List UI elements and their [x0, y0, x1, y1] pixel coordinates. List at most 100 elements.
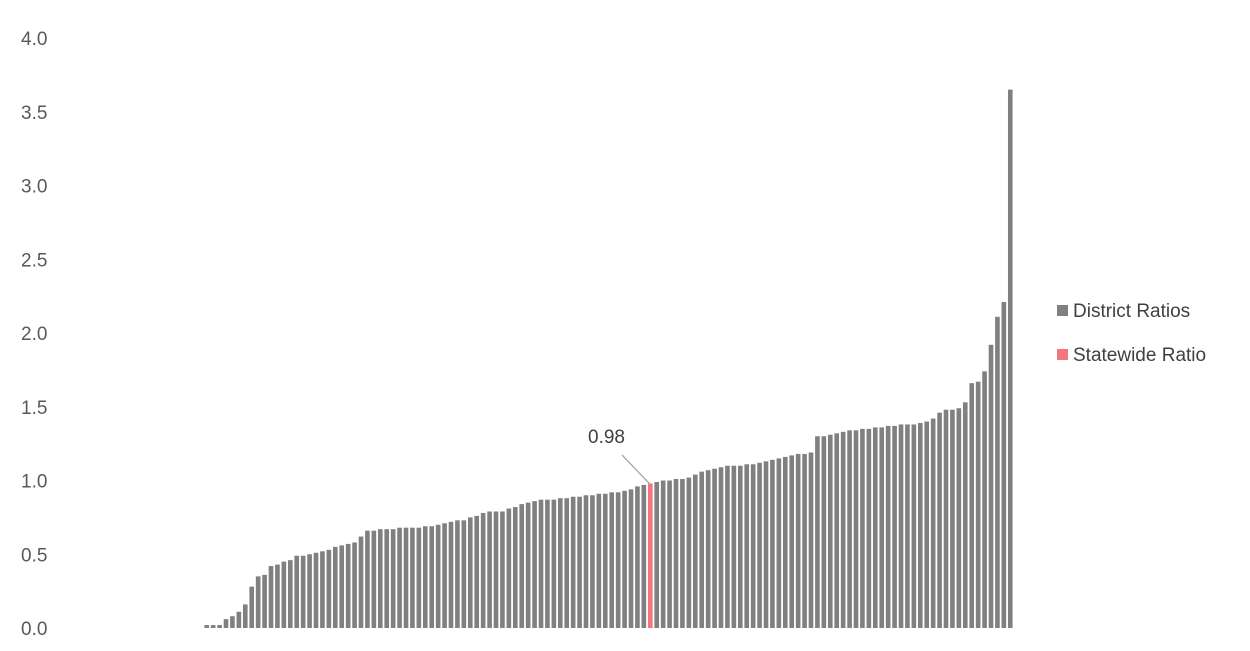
district-ratio-bar	[275, 564, 280, 628]
district-ratio-bar	[673, 479, 679, 628]
district-ratio-bar	[712, 468, 717, 628]
district-ratio-bar	[950, 409, 955, 628]
district-ratio-bar	[847, 430, 852, 628]
district-ratio-bar	[962, 402, 968, 628]
district-ratio-bar	[795, 453, 801, 628]
y-tick-label: 2.0	[21, 324, 47, 345]
district-ratio-bar	[757, 462, 762, 628]
legend-label-statewide-ratio: Statewide Ratio	[1073, 345, 1206, 366]
district-ratio-bar	[872, 427, 878, 628]
district-ratio-bar	[397, 527, 402, 628]
legend: District Ratios Statewide Ratio	[1057, 301, 1206, 366]
district-ratio-bar	[744, 464, 750, 628]
district-ratio-bar	[512, 507, 518, 628]
district-ratio-bar	[371, 530, 377, 628]
district-ratio-bar	[326, 549, 332, 628]
district-ratio-bar	[577, 496, 582, 628]
district-ratio-bar	[410, 527, 415, 628]
legend-swatch-district-ratios	[1057, 305, 1068, 316]
district-ratio-bar	[268, 566, 274, 628]
district-ratio-bar	[262, 574, 267, 628]
district-ratio-bar	[789, 455, 795, 628]
annotation-group: 0.98	[588, 427, 651, 485]
district-ratio-bar	[879, 427, 885, 628]
district-ratio-bar	[255, 576, 261, 629]
district-ratio-bar	[429, 526, 435, 628]
district-ratio-bar	[487, 511, 492, 628]
district-ratio-bar	[525, 502, 531, 629]
district-ratio-bar	[667, 480, 672, 628]
district-ratio-bar	[358, 536, 364, 628]
district-ratio-bar	[448, 521, 454, 628]
district-ratio-bar	[249, 586, 255, 628]
legend-label-district-ratios: District Ratios	[1073, 301, 1190, 322]
y-tick-label: 3.0	[21, 177, 47, 198]
district-ratio-bar	[590, 495, 595, 628]
district-ratio-bar	[493, 511, 499, 628]
district-ratio-bar	[467, 517, 473, 629]
district-ratio-bar	[699, 471, 705, 628]
district-ratio-bar	[345, 543, 351, 628]
district-ratio-bar	[930, 418, 936, 628]
district-ratio-bar	[853, 430, 859, 628]
district-ratio-bar	[622, 490, 627, 628]
district-ratio-bar	[827, 434, 833, 628]
district-ratio-bar	[506, 508, 512, 628]
y-tick-label: 0.0	[21, 619, 47, 640]
y-tick-label: 0.5	[21, 545, 47, 566]
district-ratio-bar	[705, 470, 711, 628]
district-ratio-bar	[821, 436, 827, 628]
district-ratio-bar	[802, 453, 807, 628]
district-ratio-bar	[480, 512, 486, 628]
district-ratio-bar	[737, 465, 743, 628]
district-ratio-bar	[281, 561, 287, 629]
district-ratio-bar	[917, 422, 923, 628]
district-ratio-bar	[782, 456, 788, 628]
district-ratio-bar	[551, 499, 557, 628]
district-ratio-bar	[442, 523, 447, 628]
y-tick-label: 2.5	[21, 250, 47, 271]
district-ratio-bar	[564, 498, 570, 628]
district-ratio-bar	[763, 461, 769, 628]
district-ratio-bar	[416, 527, 422, 628]
district-ratio-bar	[988, 344, 994, 628]
district-ratio-bar	[615, 492, 621, 628]
district-ratio-bar	[628, 489, 634, 628]
district-ratio-bar	[236, 611, 242, 628]
bars-group	[204, 89, 1013, 629]
district-ratio-bar	[1001, 302, 1007, 628]
district-ratio-bar	[545, 499, 550, 628]
district-ratio-bar	[911, 424, 917, 628]
district-ratio-bar	[390, 529, 396, 628]
district-ratio-bar	[365, 530, 370, 628]
y-tick-label: 1.0	[21, 472, 47, 493]
district-ratio-bar	[223, 619, 229, 628]
district-ratio-bar	[557, 498, 563, 628]
district-ratio-bar	[461, 520, 467, 628]
annotation-leader-line	[621, 454, 651, 485]
district-ratio-bar	[776, 458, 782, 629]
district-ratio-bar	[660, 480, 666, 628]
y-axis: 0.0 0.5 1.0 1.5 2.0 2.5 3.0 3.5 4.0	[21, 29, 47, 640]
district-ratio-bar	[866, 428, 872, 629]
district-ratio-bar	[307, 554, 312, 628]
district-ratio-bar	[860, 428, 865, 629]
district-ratio-bar	[242, 604, 248, 628]
district-ratio-bar	[898, 424, 904, 628]
district-ratio-bar	[1007, 89, 1013, 629]
district-ratio-bar	[455, 520, 460, 628]
district-ratio-bar	[692, 474, 698, 628]
district-ratio-bar	[840, 431, 846, 628]
district-ratio-bar	[332, 546, 338, 629]
district-ratio-bar	[808, 452, 814, 628]
district-ratio-bar	[815, 436, 820, 628]
district-ratio-bar	[217, 625, 222, 628]
district-ratio-bar	[892, 425, 897, 628]
district-ratio-bar	[770, 459, 775, 628]
y-tick-label: 1.5	[21, 398, 47, 419]
district-ratio-bar	[339, 545, 345, 628]
district-ratio-bar	[230, 616, 235, 628]
district-ratio-bar	[686, 477, 692, 628]
